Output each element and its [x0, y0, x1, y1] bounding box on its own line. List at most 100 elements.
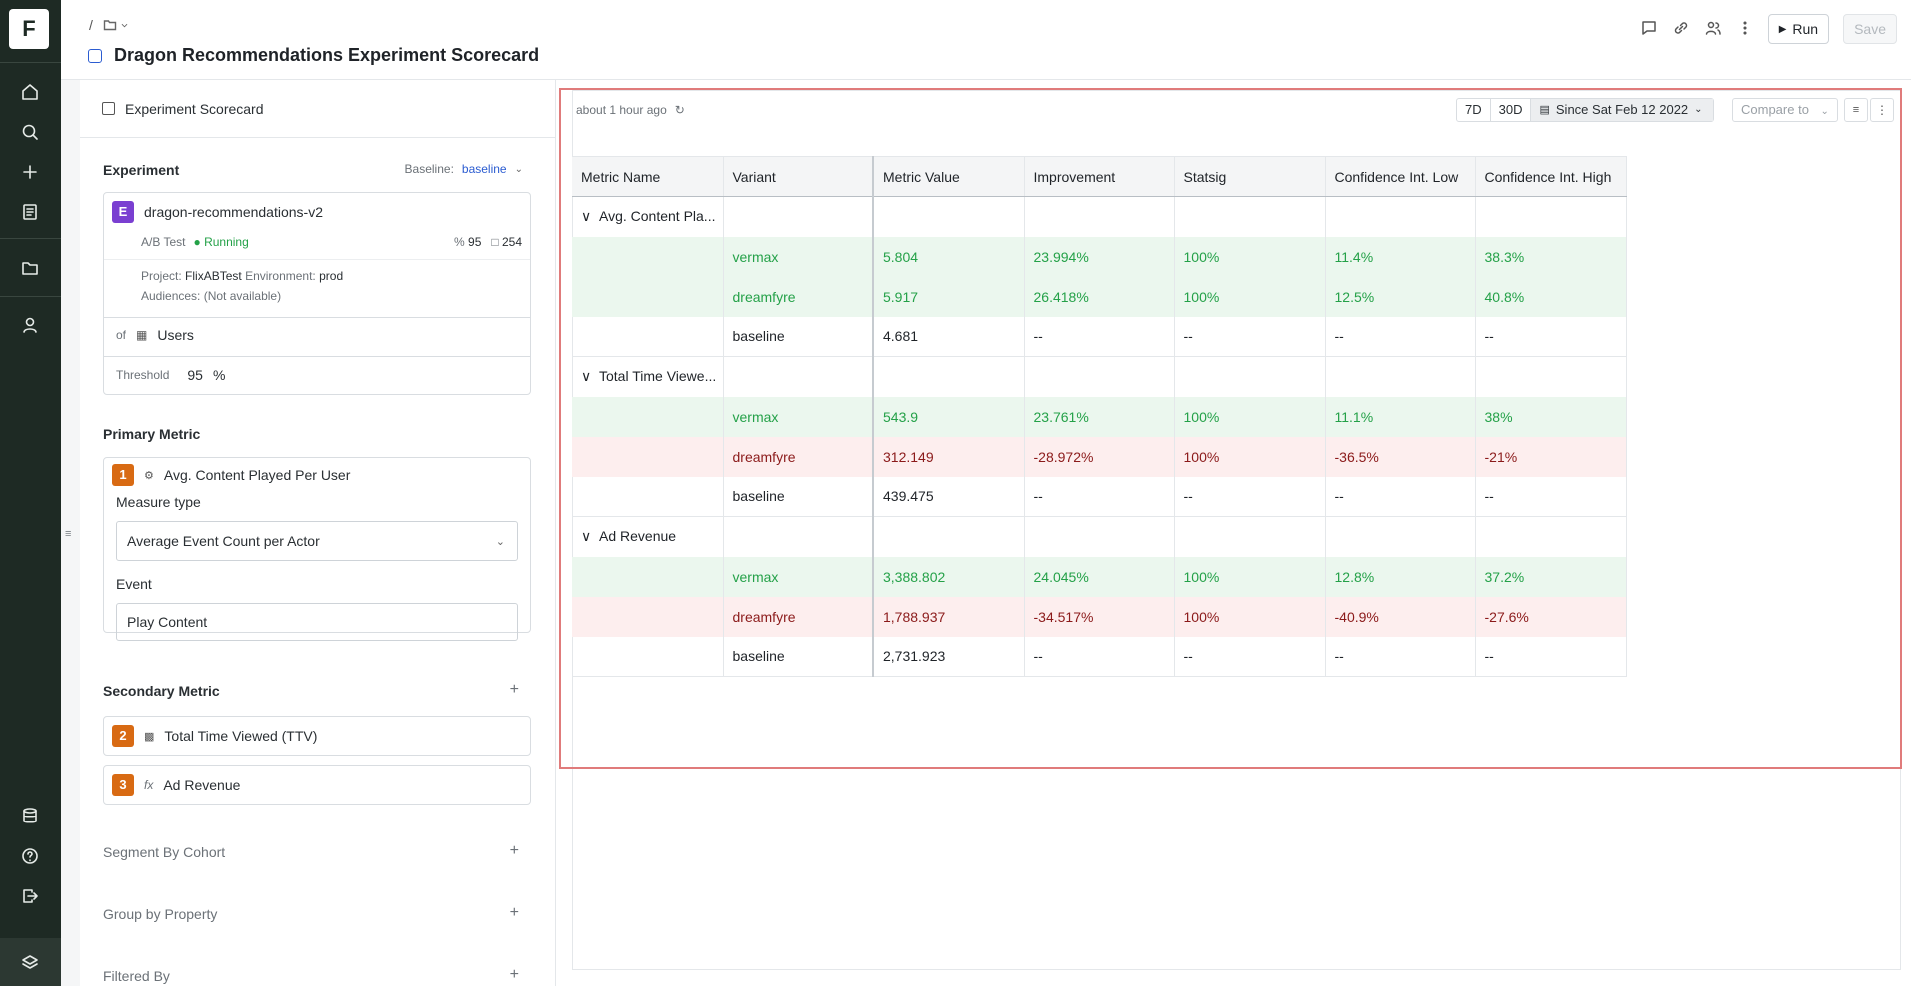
- updated-text: about 1 hour ago: [576, 103, 667, 117]
- range-30d-button[interactable]: 30D: [1491, 99, 1532, 121]
- notebook-icon[interactable]: [18, 200, 42, 224]
- event-label: Event: [116, 576, 152, 592]
- ci-high-cell: 38.3%: [1475, 236, 1627, 277]
- baseline-selector[interactable]: Baseline: baseline ⌄: [405, 162, 523, 176]
- table-row: vermax 3,388.802 24.045% 100% 12.8% 37.2%: [572, 556, 1627, 597]
- duration-stat: □ 254: [491, 235, 522, 249]
- confidence-value: 95: [468, 235, 482, 249]
- filter-icon[interactable]: ≡: [1844, 98, 1868, 122]
- app-logo[interactable]: F: [9, 9, 49, 49]
- metric-value-cell: 439.475: [873, 476, 1025, 517]
- plus-icon[interactable]: [18, 160, 42, 184]
- metric-value-cell: 5.917: [873, 276, 1025, 317]
- empty-cell: [723, 516, 874, 557]
- page-title[interactable]: Dragon Recommendations Experiment Scorec…: [114, 45, 540, 65]
- empty-cell: [1174, 196, 1326, 237]
- experiment-name-row[interactable]: E dragon-recommendations-v2: [112, 201, 323, 223]
- metric-value-cell: 3,388.802: [873, 556, 1025, 597]
- column-header-metric-name[interactable]: Metric Name: [572, 156, 724, 197]
- statsig-cell: 100%: [1174, 276, 1326, 317]
- add-group-button[interactable]: +: [509, 904, 519, 921]
- chart-icon: ▩: [144, 730, 155, 743]
- measure-type-select[interactable]: Average Event Count per Actor ⌄: [116, 521, 518, 561]
- folder-icon[interactable]: [18, 256, 42, 280]
- event-field[interactable]: Play Content: [116, 603, 518, 641]
- column-header-variant[interactable]: Variant: [723, 156, 874, 197]
- empty-cell: [1475, 196, 1627, 237]
- empty-cell: [873, 196, 1025, 237]
- metric-group-row[interactable]: ∨ Total Time Viewe...: [572, 356, 1627, 397]
- list-handle-icon[interactable]: ≡: [65, 528, 72, 540]
- column-header-statsig[interactable]: Statsig: [1174, 156, 1326, 197]
- empty-cell: [723, 356, 874, 397]
- more-vertical-icon[interactable]: [1736, 19, 1754, 40]
- compare-to-select[interactable]: Compare to ⌄: [1732, 98, 1838, 122]
- table-row: vermax 5.804 23.994% 100% 11.4% 38.3%: [572, 236, 1627, 277]
- column-header-ci-low[interactable]: Confidence Int. Low: [1325, 156, 1476, 197]
- experiment-stats: % 95 □ 254: [454, 235, 522, 249]
- empty-cell: [1325, 516, 1476, 557]
- improvement-cell: 23.761%: [1024, 396, 1175, 437]
- actor-row[interactable]: of ▦ Users: [116, 327, 194, 343]
- primary-metric-title: Primary Metric: [103, 426, 201, 442]
- filtered-by-title: Filtered By: [103, 968, 170, 984]
- save-button[interactable]: Save: [1843, 14, 1897, 44]
- chevron-down-icon[interactable]: ∨: [581, 208, 592, 225]
- panel-header: Experiment Scorecard: [80, 80, 556, 138]
- statsig-cell: 100%: [1174, 236, 1326, 277]
- page-header: / Dragon Recommendations Experiment Scor…: [61, 0, 1911, 80]
- add-filter-button[interactable]: +: [509, 966, 519, 983]
- share-users-icon[interactable]: [1704, 19, 1722, 40]
- environment-label: Environment:: [245, 269, 316, 283]
- user-icon[interactable]: [18, 313, 42, 337]
- chevron-down-icon[interactable]: ∨: [581, 528, 592, 545]
- folder-picker[interactable]: [103, 18, 129, 32]
- database-icon[interactable]: [18, 804, 42, 828]
- home-icon[interactable]: [18, 80, 42, 104]
- add-secondary-metric-button[interactable]: +: [509, 681, 519, 698]
- baseline-label: Baseline:: [404, 162, 454, 176]
- range-7d-button[interactable]: 7D: [1457, 99, 1491, 121]
- variant-cell: dreamfyre: [723, 436, 874, 477]
- refresh-icon[interactable]: ↻: [674, 103, 685, 117]
- threshold-input[interactable]: 95: [187, 367, 203, 383]
- column-header-improvement[interactable]: Improvement: [1024, 156, 1175, 197]
- calendar-icon: ▤: [1539, 104, 1550, 116]
- run-button[interactable]: ▶ Run: [1767, 14, 1830, 44]
- table-row: baseline 439.475 -- -- -- --: [572, 476, 1627, 517]
- metric-group-row[interactable]: ∨ Avg. Content Pla...: [572, 196, 1627, 237]
- improvement-cell: --: [1024, 636, 1175, 677]
- column-header-metric-value[interactable]: Metric Value: [873, 156, 1025, 197]
- logout-icon[interactable]: [18, 884, 42, 908]
- search-icon[interactable]: [18, 120, 42, 144]
- primary-metric-row[interactable]: 1 ⚙ Avg. Content Played Per User: [112, 464, 350, 486]
- environment-value: prod: [319, 269, 344, 283]
- column-header-ci-high[interactable]: Confidence Int. High: [1475, 156, 1627, 197]
- since-date-button[interactable]: ▤ Since Sat Feb 12 2022 ⌄: [1531, 99, 1713, 121]
- metric-badge: 1: [112, 464, 134, 486]
- secondary-metric-item[interactable]: 3 fx Ad Revenue: [103, 765, 531, 805]
- chevron-down-icon[interactable]: ∨: [581, 368, 592, 385]
- threshold-row: Threshold 95 %: [116, 367, 225, 383]
- statsig-cell: 100%: [1174, 596, 1326, 637]
- secondary-metric-name: Total Time Viewed (TTV): [164, 728, 318, 744]
- help-icon[interactable]: [18, 844, 42, 868]
- metric-group-row[interactable]: ∨ Ad Revenue: [572, 516, 1627, 557]
- nav-footer: [0, 938, 61, 986]
- comment-icon[interactable]: [1640, 19, 1658, 40]
- layers-icon[interactable]: [18, 950, 42, 974]
- chevron-down-icon: ⌄: [1694, 104, 1703, 115]
- since-date-label: Since Sat Feb 12 2022: [1555, 102, 1689, 117]
- empty-cell: [1475, 356, 1627, 397]
- days-value: 254: [501, 235, 522, 249]
- run-label: Run: [1792, 21, 1819, 37]
- left-nav: F: [0, 0, 61, 986]
- add-segment-button[interactable]: +: [509, 842, 519, 859]
- confidence-stat: % 95: [454, 235, 481, 249]
- link-icon[interactable]: [1672, 19, 1690, 40]
- play-icon: ▶: [1778, 23, 1787, 35]
- table-row: baseline 4.681 -- -- -- --: [572, 316, 1627, 357]
- secondary-metric-item[interactable]: 2 ▩ Total Time Viewed (TTV): [103, 716, 531, 756]
- more-vertical-icon[interactable]: ⋮: [1870, 98, 1894, 122]
- ci-low-cell: --: [1325, 476, 1476, 517]
